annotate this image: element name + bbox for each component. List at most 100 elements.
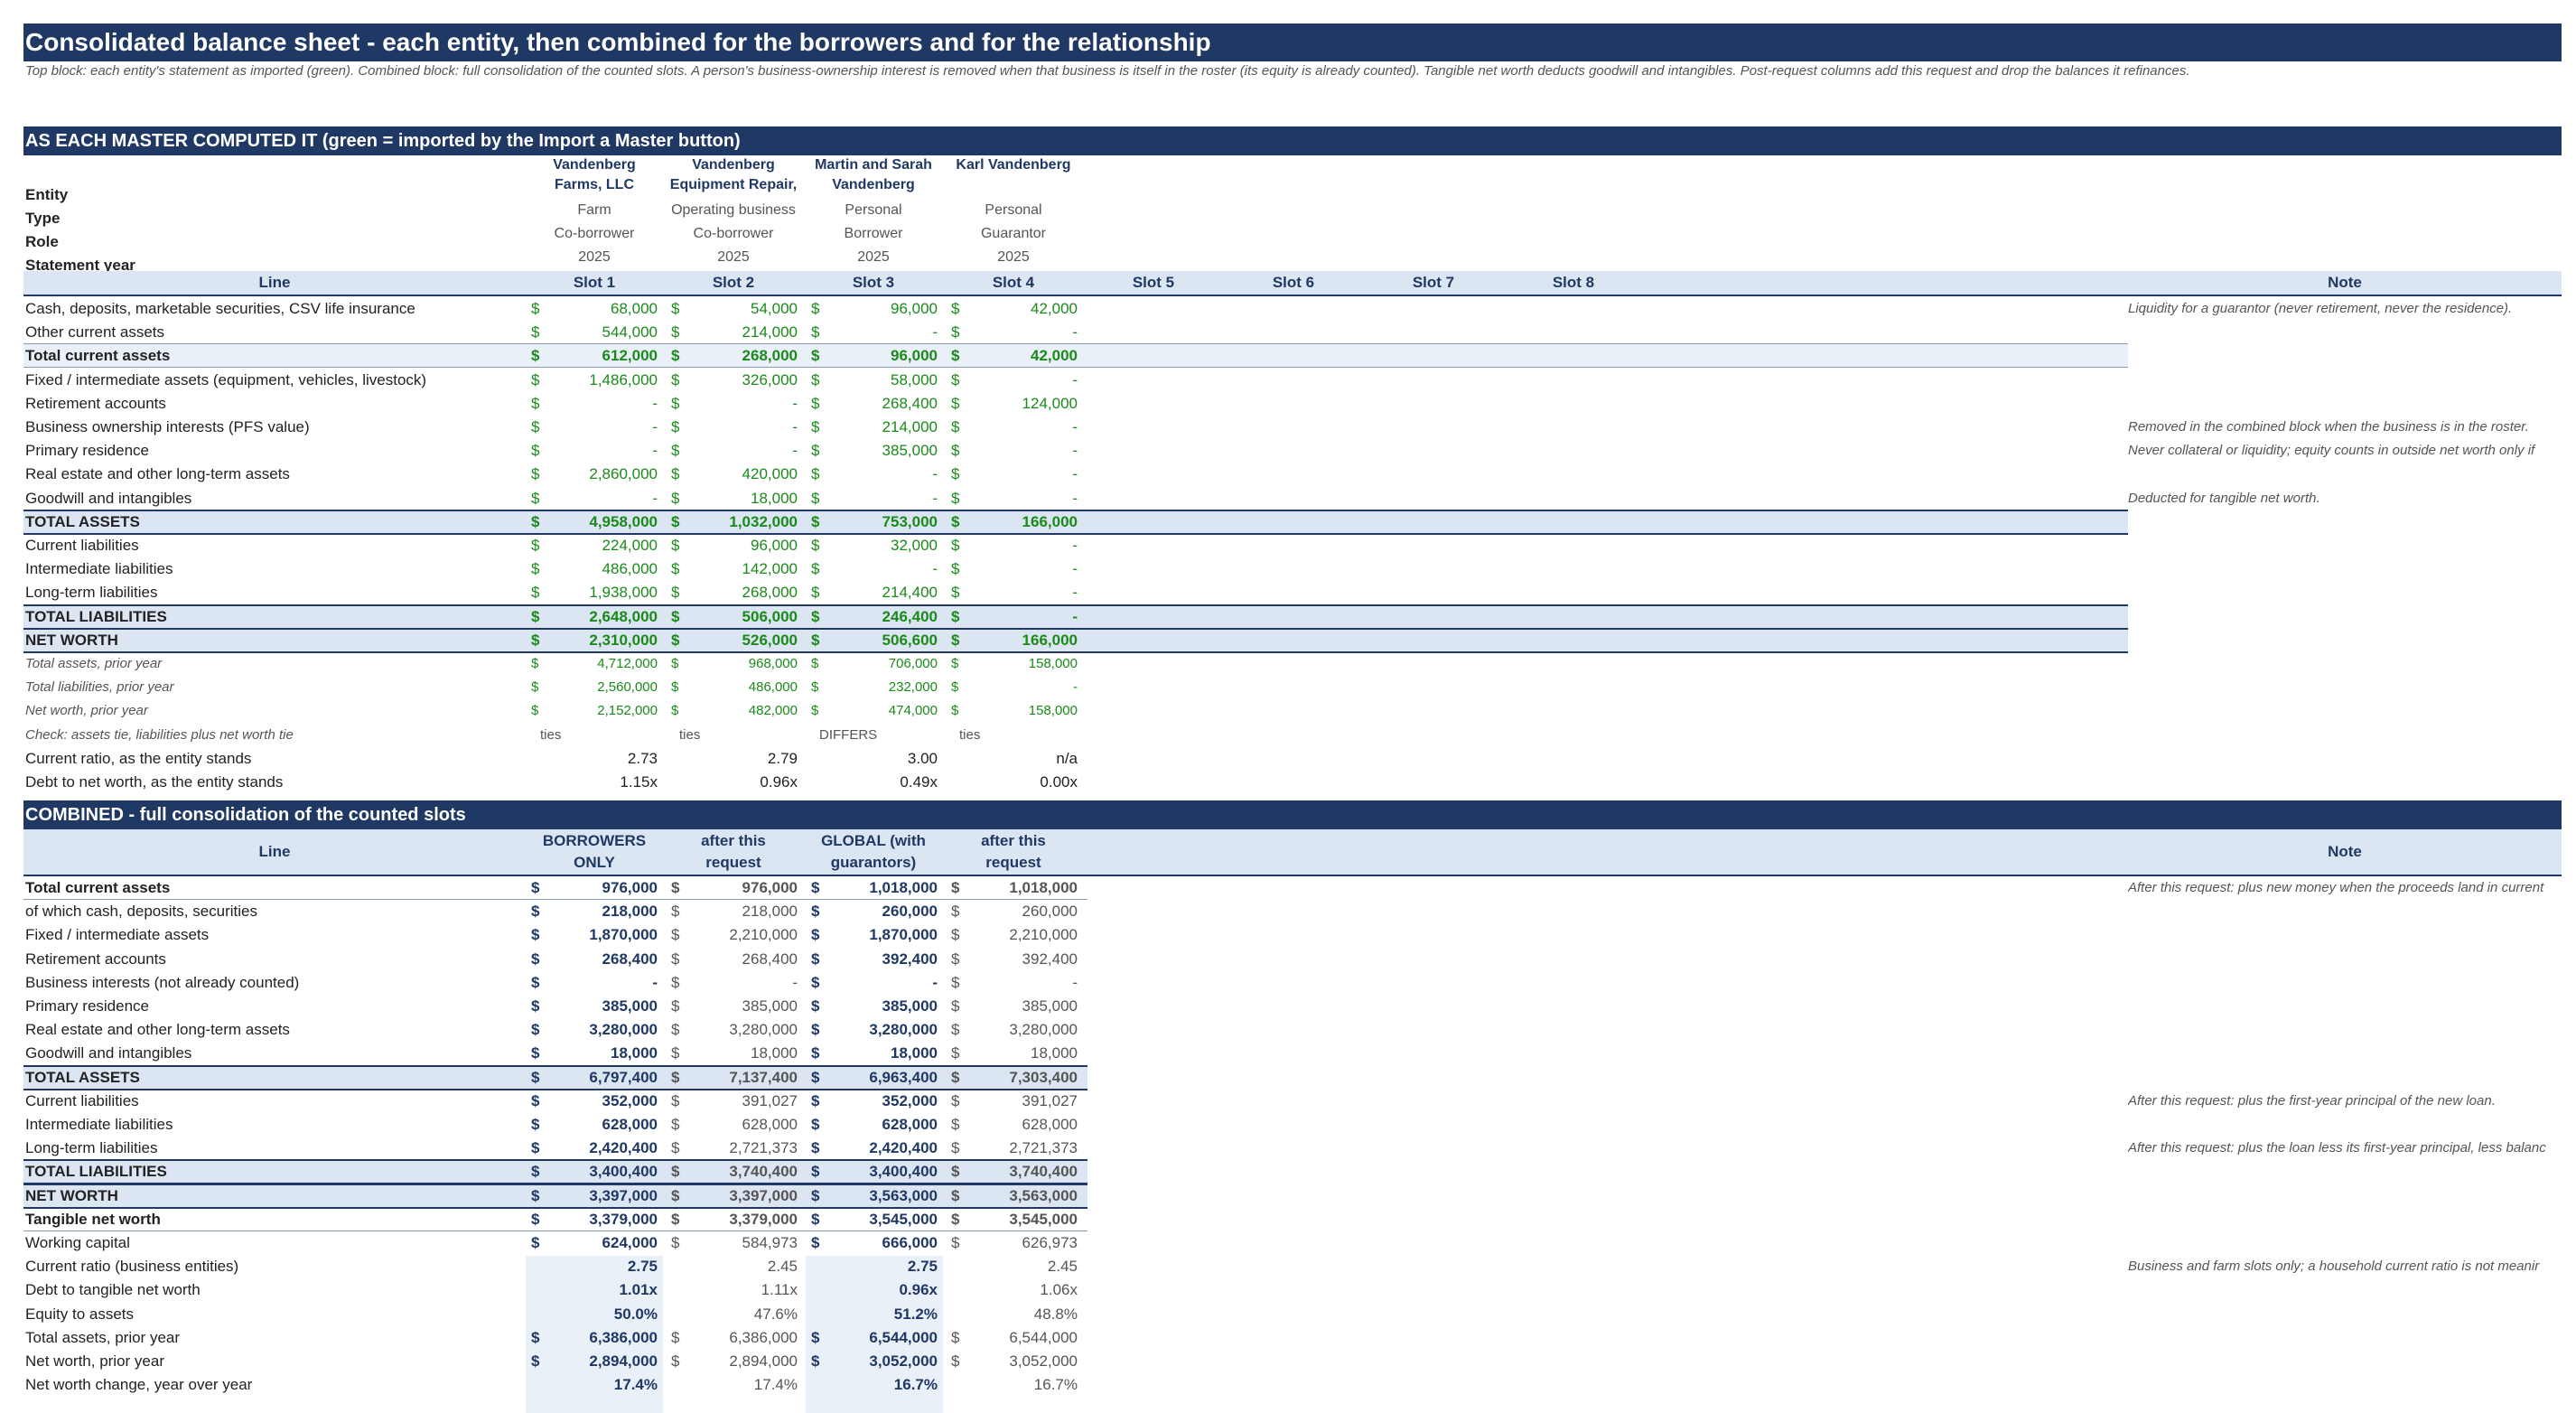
total-rule-top [23, 604, 2128, 606]
row-label: Business ownership interests (PFS value) [25, 418, 310, 435]
cell-value: - [1072, 537, 1078, 554]
currency-sign: $ [671, 394, 680, 412]
cell-value: - [1072, 418, 1078, 435]
row-label: Primary residence [25, 997, 149, 1015]
cell-value: 584,973 [742, 1234, 798, 1251]
currency-sign: $ [951, 1210, 960, 1228]
row-label: Primary residence [25, 442, 149, 460]
cell-value: 18,000 [891, 1044, 938, 1062]
currency-sign: $ [951, 997, 960, 1015]
currency-sign: $ [531, 607, 540, 625]
meta-label: Role [25, 233, 59, 250]
cell-value: - [1072, 973, 1078, 991]
row-label: TOTAL ASSETS [25, 1068, 140, 1086]
row-label: Current liabilities [25, 1091, 139, 1109]
currency-sign: $ [811, 1186, 820, 1204]
total-row-band [23, 604, 2128, 628]
row-label: Real estate and other long-term assets [25, 1021, 290, 1039]
currency-sign: $ [951, 1352, 960, 1370]
cell-value: 158,000 [1028, 656, 1078, 671]
col-header: request [705, 854, 761, 871]
currency-sign: $ [951, 442, 960, 460]
cell-value: 624,000 [602, 1234, 658, 1251]
cell-value: 385,000 [882, 997, 938, 1015]
cell-value: 2,560,000 [597, 679, 658, 696]
cell-value: 3,280,000 [589, 1021, 658, 1039]
cell-value: 224,000 [602, 537, 658, 554]
cell-value: 3,740,400 [729, 1163, 798, 1181]
subtotal-rule [23, 367, 2128, 369]
check-status: ties [679, 726, 701, 743]
currency-sign: $ [951, 1163, 960, 1181]
cell-value: 218,000 [602, 903, 658, 921]
cell-value: 3,052,000 [1009, 1352, 1078, 1370]
currency-sign: $ [531, 903, 540, 921]
cell-value: 2,721,373 [729, 1139, 798, 1157]
currency-sign: $ [531, 465, 540, 483]
entity-name: Farms, LLC [554, 177, 634, 192]
currency-sign: $ [671, 879, 680, 896]
currency-sign: $ [671, 973, 680, 991]
currency-sign: $ [671, 347, 680, 365]
combined-header-rule [23, 875, 2562, 876]
row-label: Total current assets [25, 879, 171, 896]
subtotal-row-band [23, 344, 2128, 368]
currency-sign: $ [531, 1044, 540, 1062]
cell-value: 0.96x [899, 1281, 938, 1299]
currency-sign: $ [951, 1044, 960, 1062]
currency-sign: $ [951, 631, 960, 649]
currency-sign: $ [531, 1186, 540, 1204]
currency-sign: $ [531, 1210, 540, 1228]
entity-name: Vandenberg [832, 177, 915, 192]
cell-value: 1.06x [1040, 1281, 1078, 1299]
row-label: Long-term liabilities [25, 1139, 158, 1157]
currency-sign: $ [951, 903, 960, 921]
cell-value: 6,544,000 [1009, 1328, 1078, 1346]
currency-sign: $ [531, 584, 540, 602]
ratio-band [526, 1256, 663, 1413]
currency-sign: $ [811, 1068, 820, 1086]
currency-sign: $ [811, 584, 820, 602]
cell-value: 3,379,000 [729, 1210, 798, 1228]
row-label: Working capital [25, 1234, 130, 1251]
currency-sign: $ [811, 656, 819, 671]
total-rule-top [23, 1183, 1087, 1185]
currency-sign: $ [811, 560, 820, 578]
currency-sign: $ [671, 512, 680, 530]
currency-sign: $ [671, 300, 680, 317]
row-label: Current ratio, as the entity stands [25, 749, 252, 767]
cell-value: 1.11x [761, 1281, 798, 1299]
currency-sign: $ [671, 1091, 680, 1109]
combined-header-band [23, 829, 2562, 875]
meta-label: Statement year [25, 257, 135, 274]
entity-name: Martin and Sarah [815, 157, 932, 173]
cell-value: 2,860,000 [589, 465, 658, 483]
col-header-slot: Slot 4 [992, 274, 1035, 291]
row-label: Business interests (not already counted) [25, 973, 300, 991]
entity-year: 2025 [717, 249, 750, 265]
row-label: Current liabilities [25, 537, 139, 554]
entity-name: Vandenberg [692, 157, 775, 173]
cell-value: 1,032,000 [729, 512, 798, 530]
cell-value: 18,000 [1031, 1044, 1078, 1062]
cell-value: - [932, 973, 938, 991]
currency-sign: $ [951, 323, 960, 342]
currency-sign: $ [811, 879, 820, 896]
col-header-slot: Slot 2 [712, 274, 755, 291]
currency-sign: $ [951, 879, 960, 896]
cell-value: 58,000 [891, 370, 938, 388]
currency-sign: $ [951, 926, 960, 944]
cell-value: 268,000 [742, 584, 798, 602]
row-label: TOTAL LIABILITIES [25, 607, 167, 625]
cell-value: 1,018,000 [1009, 879, 1078, 896]
currency-sign: $ [531, 1234, 540, 1251]
currency-sign: $ [811, 903, 820, 921]
row-note: After this request: plus the loan less i… [2128, 1140, 2546, 1156]
currency-sign: $ [951, 1186, 960, 1204]
cell-value: - [1072, 584, 1078, 602]
cell-value: 7,303,400 [1009, 1068, 1078, 1086]
row-label: Current ratio (business entities) [25, 1258, 239, 1276]
currency-sign: $ [951, 973, 960, 991]
row-note: Removed in the combined block when the b… [2128, 419, 2529, 435]
ratio-value: 2.79 [767, 749, 798, 767]
